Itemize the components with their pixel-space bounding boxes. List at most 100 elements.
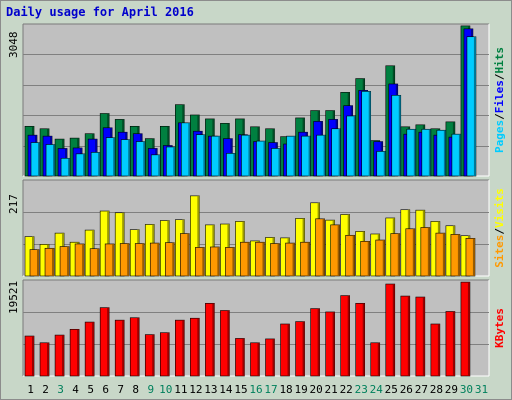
bar-shade: [113, 137, 116, 176]
right-label-bottom: KBytes: [493, 308, 506, 348]
bar-shade: [187, 233, 190, 276]
bar-shade: [293, 136, 296, 176]
bar-shade: [107, 211, 110, 276]
x-tick-label: 19: [294, 383, 307, 396]
x-tick-label: 5: [87, 383, 94, 396]
bar-shade: [82, 243, 85, 276]
y-max-label: 3048: [7, 32, 20, 59]
bar-shade: [202, 247, 205, 276]
bar-shade: [322, 218, 325, 276]
x-tick-label: 26: [400, 383, 413, 396]
bar-shade: [188, 122, 191, 176]
bar-shade: [427, 227, 430, 276]
x-tick-label: 28: [430, 383, 443, 396]
x-tick-label: 27: [415, 383, 428, 396]
right-label-part: /: [493, 113, 506, 120]
x-tick-label: 3: [57, 383, 64, 396]
bar-shade: [317, 308, 320, 376]
bar-shade: [367, 241, 370, 276]
bar-shade: [212, 303, 215, 376]
bar-shade: [277, 243, 280, 276]
bar-shade: [157, 243, 160, 276]
bar-shade: [128, 139, 131, 176]
bar-shade: [338, 128, 341, 176]
bar-shade: [457, 234, 460, 276]
bar-shade: [197, 318, 200, 376]
bar-shade: [307, 242, 310, 276]
bar-shade: [203, 134, 206, 176]
bar-shade: [443, 130, 446, 176]
bar-shade: [292, 243, 295, 276]
bar-shade: [323, 135, 326, 176]
x-tick-label: 8: [132, 383, 139, 396]
bar-shade: [422, 297, 425, 376]
bar-shade: [32, 336, 34, 376]
y-max-label: 19521: [7, 281, 20, 314]
bar-shade: [217, 246, 220, 276]
bar-shade: [337, 224, 340, 276]
bar-shade: [473, 36, 476, 176]
x-tick-label: 16: [249, 383, 262, 396]
x-tick-label: 12: [189, 383, 202, 396]
bar-shade: [172, 242, 175, 276]
bar-shade: [227, 310, 230, 376]
bar-shade: [412, 228, 415, 276]
bar-shade: [437, 323, 440, 376]
bar-shade: [52, 248, 55, 276]
bar-shade: [233, 153, 236, 176]
x-tick-label: 7: [117, 383, 124, 396]
right-label-part: Files: [493, 80, 506, 113]
bar-sites-day-16: [255, 241, 265, 277]
bar-shade: [197, 195, 200, 276]
right-label-part: /: [493, 73, 506, 80]
bar-shade: [173, 146, 176, 176]
bar-shade: [397, 233, 400, 276]
bar-kbytes-day-16: [250, 342, 260, 377]
bar-shade: [127, 243, 130, 276]
right-label-middle: Sites/Visits: [493, 188, 506, 268]
bar-shade: [83, 153, 86, 176]
bar-shade: [287, 323, 290, 376]
right-label-part: Hits: [493, 47, 506, 74]
x-tick-label: 25: [385, 383, 398, 396]
bar-shade: [68, 158, 71, 176]
bar-shade: [122, 320, 125, 376]
bar-shade: [107, 307, 110, 376]
bar-shade: [398, 95, 401, 176]
right-label-top: Pages/Files/Hits: [493, 47, 506, 153]
bar-shade: [278, 148, 281, 176]
bar-shade: [377, 342, 380, 376]
bar-shade: [112, 243, 115, 276]
bar-shade: [257, 342, 260, 376]
bar-shade: [347, 295, 350, 376]
bar-shade: [308, 136, 311, 176]
bar-shade: [362, 303, 365, 376]
x-tick-label: 17: [264, 383, 277, 396]
bar-shade: [142, 243, 145, 276]
bar-shade: [97, 248, 100, 276]
y-max-label: 217: [7, 194, 20, 214]
bar-shade: [247, 242, 250, 276]
bar-shade: [428, 129, 431, 176]
bar-shade: [352, 235, 355, 276]
bar-shade: [248, 135, 251, 176]
right-label-part: Sites: [493, 235, 506, 268]
x-tick-label: 21: [325, 383, 338, 396]
bar-shade: [382, 240, 385, 276]
bar-shade: [332, 311, 335, 376]
x-tick-label: 2: [42, 383, 49, 396]
x-tick-label: 4: [72, 383, 79, 396]
bar-shade: [353, 115, 356, 176]
bar-shade: [452, 311, 455, 376]
x-tick-label: 22: [340, 383, 353, 396]
bar-shade: [472, 238, 475, 276]
bar-shade: [53, 144, 56, 176]
x-tick-label: 13: [204, 383, 217, 396]
bar-shade: [92, 322, 95, 376]
right-label-part: Pages: [493, 120, 506, 153]
x-tick-label: 18: [279, 383, 292, 396]
bar-shade: [158, 154, 161, 176]
right-label-part: Visits: [493, 188, 506, 228]
bar-shade: [413, 129, 416, 176]
bar-shade: [262, 242, 265, 276]
